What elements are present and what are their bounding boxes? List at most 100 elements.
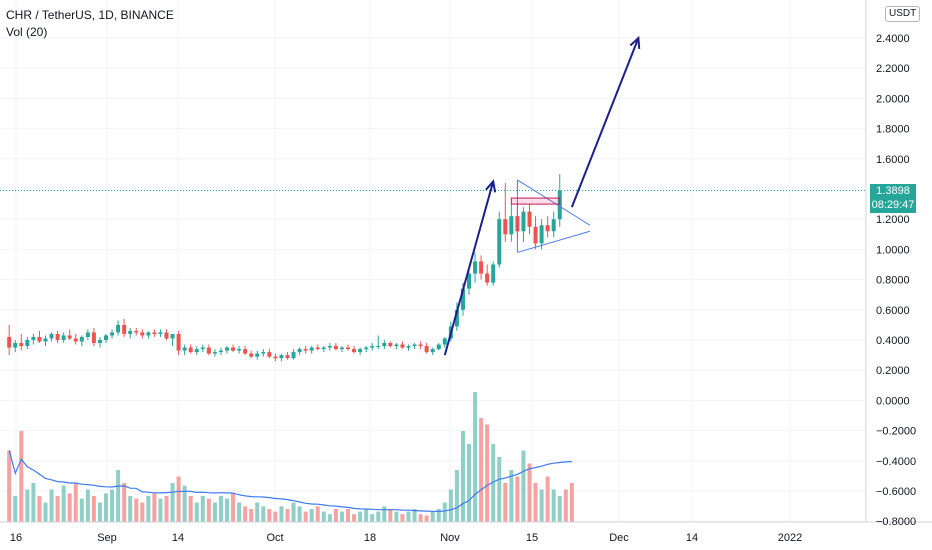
volume-bar bbox=[327, 514, 332, 522]
drawings[interactable] bbox=[0, 35, 866, 356]
resistance-box bbox=[510, 197, 561, 205]
volume-bar bbox=[279, 506, 284, 522]
candle-body bbox=[285, 355, 290, 359]
candle-body bbox=[49, 333, 54, 339]
candle-body bbox=[370, 346, 375, 348]
candle-body bbox=[19, 343, 24, 347]
volume-bar bbox=[249, 509, 254, 522]
candle-body bbox=[297, 349, 302, 353]
candle-body bbox=[315, 347, 320, 350]
candle-body bbox=[412, 344, 417, 347]
price-tick-label: 1.6000 bbox=[876, 154, 910, 166]
candle-body bbox=[346, 347, 350, 350]
chart-title[interactable]: CHR / TetherUS, 1D, BINANCE bbox=[6, 8, 174, 22]
volume-bar bbox=[25, 489, 30, 522]
candle-body bbox=[321, 347, 326, 350]
candle-body bbox=[497, 219, 502, 265]
volume-bar bbox=[569, 483, 574, 522]
volume-bar bbox=[515, 476, 520, 522]
time-tick-label: 2022 bbox=[778, 532, 802, 544]
volume-bar bbox=[364, 509, 369, 522]
candle-body bbox=[467, 273, 471, 289]
candle-body bbox=[182, 347, 187, 351]
price-tick-label: 0.0000 bbox=[876, 395, 910, 407]
candle-body bbox=[122, 324, 127, 334]
volume-bar bbox=[370, 514, 375, 522]
volume-bar bbox=[218, 496, 223, 522]
candle-body bbox=[418, 344, 423, 347]
candle-body bbox=[67, 335, 72, 339]
volume-bar bbox=[134, 498, 139, 522]
candle-body bbox=[442, 338, 447, 345]
volume-bar bbox=[454, 470, 459, 522]
candle-body bbox=[491, 264, 496, 283]
volume-bar bbox=[194, 502, 199, 522]
volume-bar bbox=[182, 485, 187, 522]
volume-legend[interactable]: Vol (20) bbox=[6, 25, 48, 39]
candle-body bbox=[430, 349, 435, 353]
candle-body bbox=[255, 353, 260, 357]
candle-body bbox=[31, 336, 36, 340]
time-tick-label: 16 bbox=[10, 532, 22, 544]
volume-bar bbox=[176, 476, 181, 522]
candle-body bbox=[188, 347, 193, 353]
volume-bar bbox=[346, 509, 350, 522]
volume-bar bbox=[430, 511, 435, 522]
candle-body bbox=[382, 343, 387, 347]
candle-body bbox=[333, 346, 338, 350]
candle-body bbox=[267, 352, 272, 357]
candle-body bbox=[303, 349, 308, 351]
candle-body bbox=[479, 261, 484, 274]
price-tick-label: 1.8000 bbox=[876, 124, 910, 136]
time-tick-label: 15 bbox=[526, 532, 538, 544]
price-tick-label: 0.4000 bbox=[876, 335, 910, 347]
candle-body bbox=[291, 352, 296, 359]
candle-body bbox=[358, 349, 363, 353]
price-axis[interactable]: 2.4000 2.2000 2.0000 1.8000 1.6000 1.2000 1.00… bbox=[876, 33, 916, 528]
volume-bar bbox=[509, 470, 514, 522]
candle-body bbox=[509, 216, 514, 235]
volume-bar bbox=[31, 483, 36, 522]
volume-bar bbox=[188, 496, 193, 522]
candle-body bbox=[79, 336, 84, 342]
volume-bar bbox=[7, 450, 12, 522]
time-tick-label: Oct bbox=[266, 532, 283, 544]
volume-bar bbox=[424, 515, 429, 522]
last-price-label: 1.3898 bbox=[870, 184, 916, 199]
price-tick-label: −0.6000 bbox=[876, 486, 916, 498]
volume-bar bbox=[67, 493, 72, 522]
candle-body bbox=[279, 355, 284, 359]
volume-bar bbox=[339, 511, 344, 522]
volume-bar bbox=[49, 489, 54, 522]
volume-bar bbox=[418, 514, 423, 522]
volume-bar bbox=[19, 431, 24, 522]
price-tick-label: −0.2000 bbox=[876, 426, 916, 438]
candle-body bbox=[237, 349, 242, 351]
candle-body bbox=[134, 330, 139, 333]
candle-body bbox=[194, 349, 199, 353]
price-tick-label: 0.8000 bbox=[876, 275, 910, 287]
candle-body bbox=[25, 340, 30, 347]
volume-bar bbox=[116, 470, 121, 522]
volume-bar bbox=[55, 496, 60, 522]
candle-body bbox=[485, 273, 490, 283]
volume-bar bbox=[545, 476, 550, 522]
candle-body bbox=[13, 343, 18, 348]
volume-bar bbox=[237, 502, 242, 522]
volume-bar bbox=[212, 502, 217, 522]
volume-bar bbox=[382, 506, 387, 522]
currency-unit-button[interactable]: USDT bbox=[885, 6, 921, 22]
candle-body bbox=[454, 309, 459, 327]
plot-area[interactable] bbox=[0, 0, 866, 522]
volume-bar bbox=[551, 489, 556, 522]
volume-bar bbox=[243, 506, 248, 522]
volume-bars bbox=[7, 392, 574, 522]
time-axis[interactable]: 16 Sep 14 Oct 18 Nov 15 Dec 14 2022 bbox=[10, 532, 802, 544]
volume-bar bbox=[140, 502, 145, 522]
triangle-lower-line bbox=[517, 230, 591, 253]
candle-body bbox=[339, 347, 344, 350]
price-tick-label: 2.2000 bbox=[876, 63, 910, 75]
time-tick-label: 14 bbox=[686, 532, 698, 544]
volume-bar bbox=[467, 444, 471, 522]
